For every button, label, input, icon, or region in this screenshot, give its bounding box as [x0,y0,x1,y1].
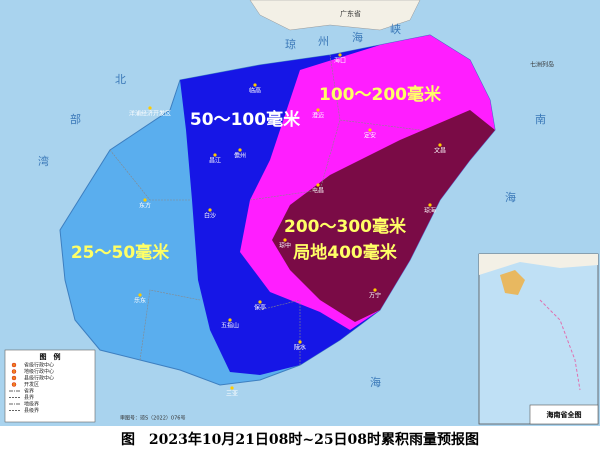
zone-label: 50～100毫米 [190,109,301,130]
legend-title: 图 例 [40,352,61,361]
city-dot [373,288,377,292]
city-dot [258,300,262,304]
inset-title: 海南省全图 [547,410,582,419]
city-label: 琼海 [424,207,436,215]
legend-label: 开发区 [24,381,39,388]
city-dot [428,203,432,207]
island-label: 七洲列岛 [530,61,554,69]
city-dot [253,83,257,87]
city-label: 定安 [364,132,376,140]
caption-bg [0,426,600,454]
city-label: 琼中 [279,242,291,250]
sea-label: 海 [352,30,363,44]
legend-symbol [11,375,17,381]
city-label: 文昌 [434,147,446,155]
city-dot [283,238,287,242]
sea-label: 海 [370,375,381,389]
legend-label: 地级界 [24,401,39,408]
city-dot [208,208,212,212]
city-dot [338,53,342,57]
city-label: 澄迈 [312,112,324,120]
sea-label: 北 [115,73,126,86]
sea-label: 部 [70,112,81,126]
city-label: 儋州 [234,152,246,160]
inset-map [478,253,599,425]
city-label: 白沙 [204,212,216,220]
city-dot [138,293,142,297]
zone-label: 25～50毫米 [71,242,170,263]
city-dot [368,128,372,132]
legend-symbol [11,382,17,387]
city-label: 陵水 [294,344,306,352]
city-label: 临高 [249,87,261,95]
city-dot [298,340,302,344]
city-label: 三亚 [226,391,238,398]
city-dot [316,108,320,112]
legend-label: 县级行政中心 [24,375,54,382]
sea-label: 州 [318,35,329,48]
city-label: 东方 [139,202,151,210]
city-dot [228,318,232,322]
sea-label: 海 [505,190,516,204]
province-label: 广东省 [340,9,361,18]
city-dot [148,106,152,110]
city-dot [438,143,442,147]
sea-label: 湾 [38,154,49,168]
city-dot [230,386,234,390]
sea-label: 琼 [285,37,296,51]
caption: 图 2023年10月21日08时~25日08时累积雨量预报图 [121,431,479,448]
city-label: 五指山 [221,322,239,330]
legend-label: 省界 [24,388,34,395]
city-label: 万宁 [369,292,381,300]
approval-number: 审图号：琼S（2022）076号 [120,415,185,422]
city-label: 海口 [334,57,346,65]
city-label: 乐东 [134,297,146,305]
legend-label: 省级行政中心 [24,362,54,369]
city-dot [143,198,147,202]
mainland [249,0,421,31]
county-borders [109,54,421,365]
city-label: 保亭 [254,304,266,312]
zone-label: 局地400毫米 [293,242,397,263]
city-label: 屯昌 [312,187,324,195]
city-label: 洋浦经济开发区 [129,110,171,118]
city-dot [213,153,217,157]
legend [4,349,96,423]
sea-label: 南 [535,113,546,126]
legend-symbol [11,369,17,374]
legend-label: 县级界 [24,407,39,414]
sea-label: 峡 [390,22,401,36]
zone-label: 100～200毫米 [319,84,442,105]
city-label: 昌江 [209,158,221,165]
zone-label: 200～300毫米 [284,216,407,237]
city-dot [238,148,242,152]
legend-label: 地级行政中心 [24,368,54,375]
zone-200-300 [272,110,495,322]
legend-symbol [11,362,17,368]
city-dot [316,183,320,187]
legend-label: 县界 [24,395,34,401]
